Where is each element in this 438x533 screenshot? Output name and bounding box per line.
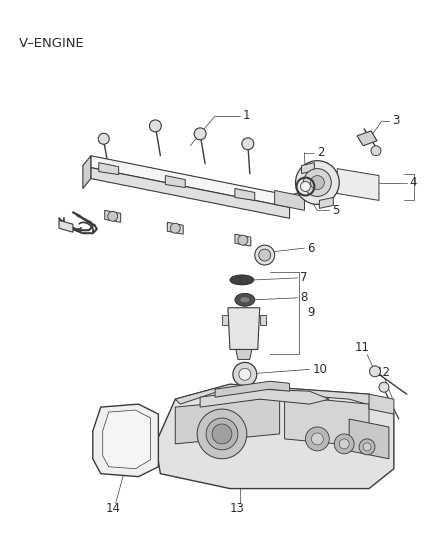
Circle shape	[311, 433, 323, 445]
Text: 4: 4	[410, 176, 417, 189]
Circle shape	[311, 175, 324, 190]
Circle shape	[239, 368, 251, 380]
Text: 6: 6	[307, 241, 315, 255]
Circle shape	[334, 434, 354, 454]
Circle shape	[339, 439, 349, 449]
Circle shape	[206, 418, 238, 450]
Circle shape	[259, 249, 271, 261]
Polygon shape	[260, 314, 266, 325]
Text: 14: 14	[106, 502, 121, 515]
Circle shape	[255, 245, 275, 265]
Text: 3: 3	[392, 115, 399, 127]
Polygon shape	[215, 381, 290, 397]
Circle shape	[108, 212, 118, 221]
Polygon shape	[369, 394, 394, 414]
Polygon shape	[165, 175, 185, 188]
Polygon shape	[357, 131, 377, 146]
Polygon shape	[93, 404, 159, 477]
Polygon shape	[200, 389, 329, 407]
Polygon shape	[222, 314, 228, 325]
Circle shape	[149, 120, 161, 132]
Circle shape	[363, 443, 371, 451]
Polygon shape	[228, 308, 260, 350]
Text: 5: 5	[332, 204, 339, 217]
Circle shape	[212, 424, 232, 444]
Polygon shape	[175, 384, 394, 414]
Polygon shape	[236, 350, 252, 359]
Polygon shape	[103, 410, 150, 469]
Text: 9: 9	[307, 306, 315, 319]
Circle shape	[238, 235, 248, 245]
Circle shape	[371, 146, 381, 156]
Text: 2: 2	[318, 146, 325, 159]
Circle shape	[379, 382, 389, 392]
Circle shape	[370, 366, 381, 377]
Ellipse shape	[235, 293, 255, 306]
Circle shape	[359, 439, 375, 455]
Polygon shape	[349, 419, 389, 459]
Circle shape	[233, 362, 257, 386]
Circle shape	[300, 182, 311, 191]
Polygon shape	[285, 396, 369, 447]
Polygon shape	[105, 211, 120, 222]
Circle shape	[242, 138, 254, 150]
Text: 11: 11	[355, 341, 370, 354]
Text: 13: 13	[230, 502, 245, 515]
Text: 10: 10	[312, 363, 327, 376]
Circle shape	[170, 223, 180, 233]
Circle shape	[194, 128, 206, 140]
Text: V–ENGINE: V–ENGINE	[19, 37, 85, 50]
Polygon shape	[301, 163, 314, 174]
Polygon shape	[175, 397, 279, 444]
Circle shape	[296, 160, 339, 204]
Circle shape	[197, 409, 247, 459]
Polygon shape	[235, 189, 255, 200]
Text: 12: 12	[376, 366, 391, 379]
Polygon shape	[337, 168, 379, 200]
Polygon shape	[83, 156, 91, 189]
Circle shape	[304, 168, 331, 197]
Polygon shape	[319, 197, 333, 208]
Circle shape	[98, 133, 109, 144]
Circle shape	[305, 427, 329, 451]
Text: 8: 8	[300, 292, 308, 304]
Polygon shape	[155, 384, 394, 489]
Polygon shape	[91, 168, 290, 219]
Text: 7: 7	[300, 271, 308, 285]
Polygon shape	[235, 234, 251, 246]
Text: 1: 1	[243, 109, 251, 123]
Ellipse shape	[240, 297, 250, 303]
Polygon shape	[290, 192, 300, 207]
Polygon shape	[275, 190, 304, 211]
Polygon shape	[167, 222, 183, 234]
Polygon shape	[99, 163, 119, 175]
Ellipse shape	[230, 275, 254, 285]
Polygon shape	[91, 156, 290, 207]
Polygon shape	[59, 220, 73, 232]
